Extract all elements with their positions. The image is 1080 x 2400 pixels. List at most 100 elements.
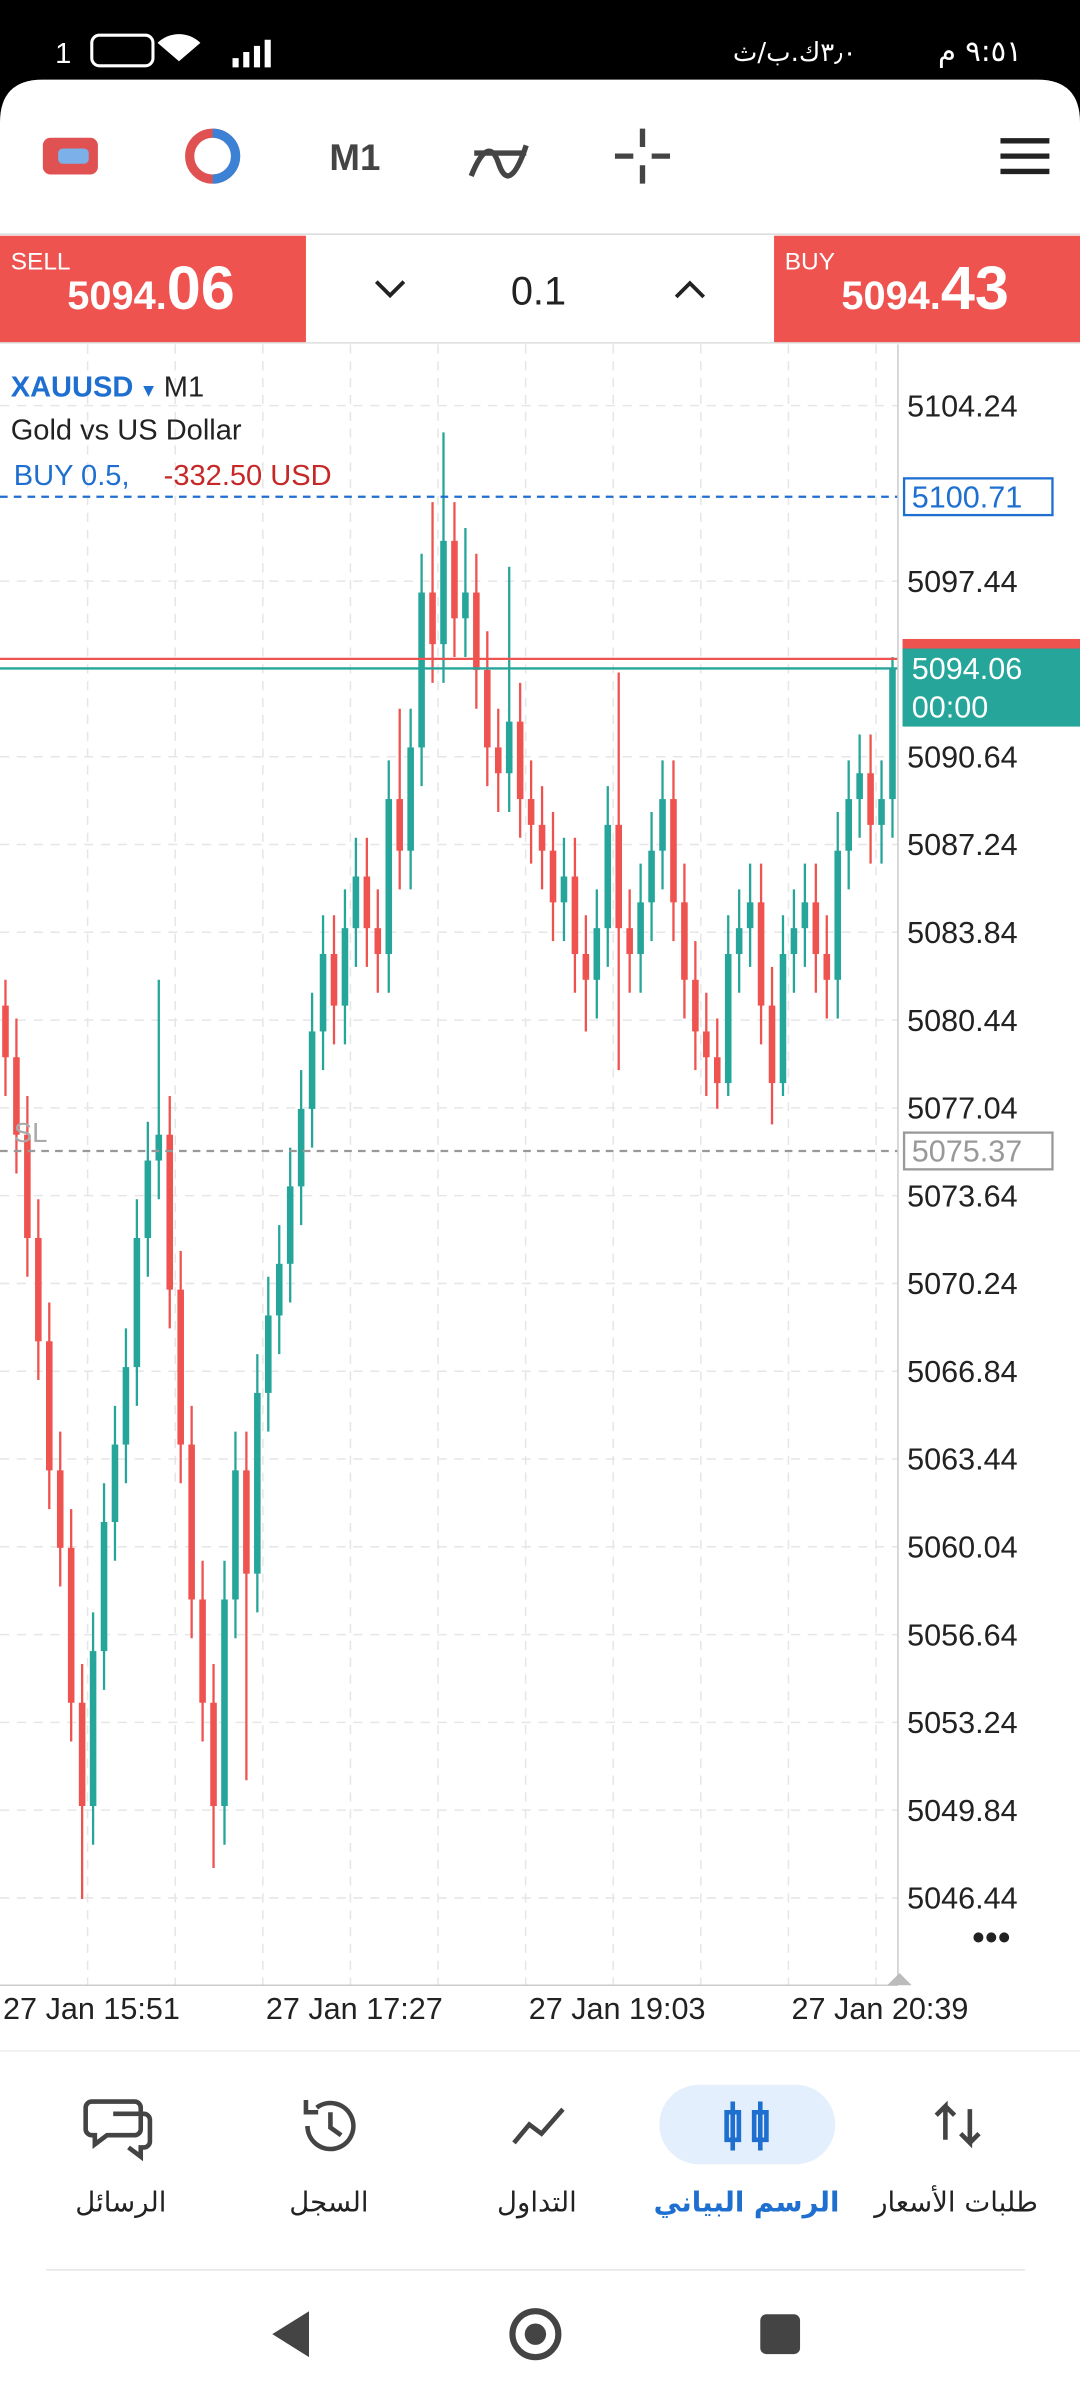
chart-icon[interactable] bbox=[724, 2101, 769, 2151]
bid-price-box bbox=[902, 648, 1080, 727]
candle-body bbox=[254, 1392, 261, 1574]
candle-body bbox=[24, 1134, 31, 1238]
nav-label[interactable]: طلبات الأسعار bbox=[872, 2185, 1038, 2219]
quotes-icon[interactable] bbox=[934, 2100, 981, 2149]
candle-body bbox=[538, 824, 546, 851]
indicator-icon[interactable] bbox=[468, 144, 529, 179]
candle-body bbox=[166, 1134, 174, 1290]
candle-body bbox=[111, 1444, 119, 1523]
candle-body bbox=[845, 799, 852, 851]
candle-body bbox=[13, 1057, 20, 1135]
menu-icon[interactable] bbox=[1000, 138, 1050, 175]
candle-body bbox=[89, 1651, 97, 1807]
x-tick-label: 27 Jan 20:39 bbox=[792, 1992, 969, 2026]
buy-price-main: 5094. bbox=[841, 274, 940, 318]
candle-body bbox=[385, 799, 393, 954]
bid-time-label: 00:00 bbox=[912, 690, 989, 724]
candle-body bbox=[56, 1470, 64, 1548]
toolbar-icon-part bbox=[58, 148, 89, 164]
sell-price-main: 5094. bbox=[67, 274, 166, 318]
candle-body bbox=[144, 1160, 152, 1238]
candle-body bbox=[516, 721, 524, 800]
candle-body bbox=[341, 928, 349, 1006]
y-tick-label: 5049.84 bbox=[907, 1794, 1018, 1828]
candle-body bbox=[2, 1005, 9, 1058]
messages-icon[interactable] bbox=[83, 2099, 153, 2162]
candle-body bbox=[275, 1263, 283, 1316]
candle-body bbox=[889, 668, 896, 800]
position-profit: -332.50 USD bbox=[164, 460, 332, 492]
y-tick-label: 5087.24 bbox=[907, 828, 1018, 862]
y-tick-label: 5056.64 bbox=[907, 1618, 1018, 1652]
position-price-box bbox=[902, 477, 1054, 517]
volume[interactable]: 0.1 bbox=[511, 270, 566, 314]
candle-body bbox=[779, 953, 787, 1084]
nav-label[interactable]: الرسم البياني bbox=[654, 2187, 840, 2219]
x-tick-label: 27 Jan 17:27 bbox=[266, 1992, 443, 2026]
timeframe-button[interactable]: M1 bbox=[329, 137, 380, 178]
candle-body bbox=[692, 979, 699, 1032]
nav-label[interactable]: السجل bbox=[289, 2187, 368, 2219]
candle-body bbox=[713, 1057, 721, 1084]
nav-label[interactable]: التداول bbox=[497, 2187, 577, 2219]
buy-price-big: 43 bbox=[941, 254, 1009, 322]
symbol-dropdown: ▼ bbox=[140, 379, 158, 400]
volume-up[interactable] bbox=[674, 280, 706, 299]
candle-body bbox=[308, 1031, 316, 1109]
chart-timeframe: M1 bbox=[164, 371, 204, 403]
buy-button[interactable] bbox=[774, 235, 1080, 343]
candle-body bbox=[593, 928, 601, 980]
candle-body bbox=[505, 721, 513, 774]
recents-button[interactable] bbox=[760, 2314, 801, 2355]
more-button[interactable]: ••• bbox=[972, 1917, 1011, 1958]
candle-body bbox=[878, 799, 885, 825]
candle-body bbox=[429, 592, 436, 645]
candle-body bbox=[681, 902, 688, 980]
candle-body bbox=[670, 799, 677, 903]
candle-body bbox=[440, 540, 447, 645]
y-tick-label: 5060.04 bbox=[907, 1530, 1018, 1564]
volume-down[interactable] bbox=[374, 280, 406, 299]
nav-label[interactable]: الرسائل bbox=[75, 2187, 166, 2219]
y-tick-label: 5097.44 bbox=[907, 565, 1018, 599]
candle-body bbox=[462, 592, 469, 619]
candle-body bbox=[582, 953, 590, 980]
candle-body bbox=[549, 850, 557, 903]
candle-body bbox=[812, 902, 820, 954]
trade-icon[interactable] bbox=[512, 2107, 565, 2145]
candle-body bbox=[188, 1444, 195, 1600]
bid-price-label: 5094.06 bbox=[912, 652, 1023, 686]
back-button[interactable] bbox=[272, 2311, 310, 2358]
nav-labels: الرسائل السجل التداول الرسم البياني طلبات ال… bbox=[75, 2185, 1038, 2219]
candle-body bbox=[494, 747, 502, 774]
candle-body bbox=[703, 1031, 710, 1058]
candle-body bbox=[834, 850, 842, 980]
history-icon[interactable] bbox=[303, 2100, 356, 2152]
candle-body bbox=[155, 1134, 163, 1161]
y-tick-label: 5080.44 bbox=[907, 1004, 1018, 1038]
candle-body bbox=[199, 1599, 206, 1703]
scroll-marker bbox=[887, 1972, 912, 1986]
symbol-header[interactable]: XAUUSD ▼ M1 bbox=[11, 371, 204, 403]
candle-body bbox=[45, 1341, 53, 1471]
candle-body bbox=[615, 824, 623, 929]
candle-body bbox=[78, 1702, 86, 1807]
candle-body bbox=[757, 902, 765, 1006]
status-speed: ٣٫٠ك.ب/ث bbox=[733, 38, 857, 68]
candle-body bbox=[374, 928, 382, 954]
symbol-description: Gold vs US Dollar bbox=[11, 414, 242, 446]
signal-icon bbox=[232, 39, 271, 68]
candle-body bbox=[210, 1702, 217, 1807]
y-tick-label: 5077.04 bbox=[907, 1092, 1018, 1126]
candle-body bbox=[659, 799, 666, 851]
sell-button[interactable] bbox=[0, 235, 306, 343]
candle-body bbox=[133, 1237, 141, 1368]
candle-body bbox=[221, 1599, 228, 1807]
candle-body bbox=[473, 592, 480, 670]
crosshair-icon[interactable] bbox=[614, 128, 671, 184]
y-tick-label: 5066.84 bbox=[907, 1355, 1018, 1389]
home-button[interactable] bbox=[509, 2308, 562, 2361]
candle-body bbox=[560, 876, 568, 903]
position-label[interactable]: BUY 0.5, bbox=[14, 460, 130, 492]
candle-body bbox=[571, 876, 579, 954]
